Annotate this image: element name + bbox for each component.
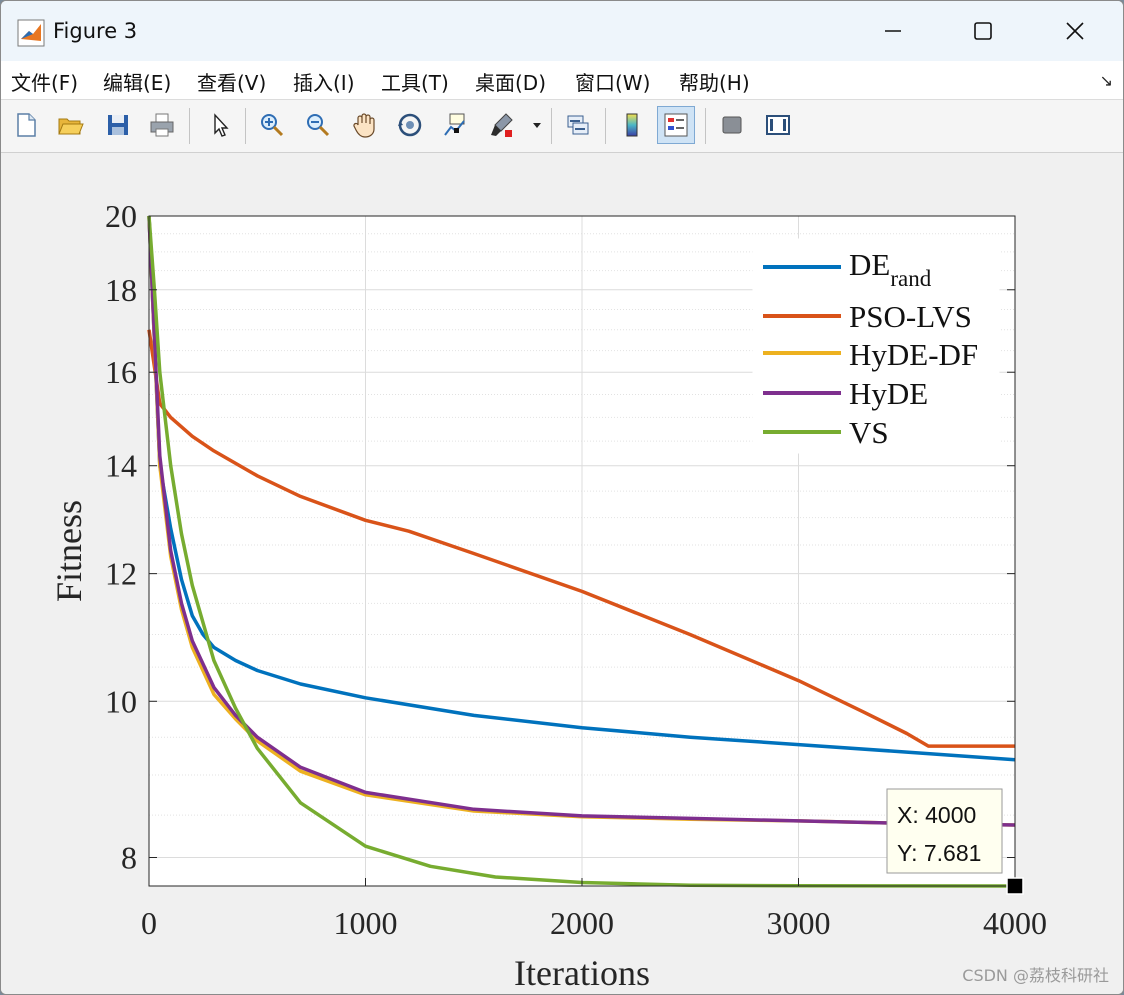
show-plot-tools-button[interactable]	[759, 106, 797, 144]
colorbar-button[interactable]	[613, 106, 651, 144]
menu-window[interactable]: 窗口(W)	[575, 71, 651, 95]
series-line-hyde	[147, 215, 1016, 827]
toolbar-separator	[605, 108, 606, 144]
data-cursor-button[interactable]	[437, 106, 475, 144]
fitness-chart[interactable]: 8 10 12 14 16 18 20 0 1000 2000 3000 4000 Iteration…	[1, 153, 1123, 995]
show-plot-tools-icon	[766, 115, 790, 135]
series-line-de	[147, 215, 1016, 762]
figure-canvas[interactable]: 8 10 12 14 16 18 20 0 1000 2000 3000 4000 Iteration…	[1, 153, 1123, 994]
save-button[interactable]	[99, 106, 137, 144]
dock-arrow-icon[interactable]: ↘	[1099, 73, 1113, 90]
y-tick-label: 20	[105, 198, 137, 234]
menu-file[interactable]: 文件(F)	[11, 71, 79, 95]
y-tick-label: 18	[105, 272, 137, 308]
legend-label-pso-lvs: PSO-LVS	[849, 299, 972, 334]
datatip-y: Y: 7.681	[897, 840, 981, 866]
close-icon	[1066, 22, 1084, 40]
menu-tools[interactable]: 工具(T)	[381, 71, 449, 95]
legend[interactable]: DErand PSO-LVS HyDE-DF HyDE VS	[752, 238, 1000, 454]
zoom-in-button[interactable]	[253, 106, 291, 144]
rotate-3d-icon	[398, 113, 422, 137]
x-tick-label: 3000	[767, 905, 831, 941]
print-icon	[150, 113, 174, 137]
hide-plot-tools-icon	[722, 116, 742, 134]
datatip[interactable]: X: 4000 Y: 7.681	[886, 788, 1024, 895]
series-line-vs	[147, 215, 1016, 888]
menu-insert[interactable]: 插入(I)	[293, 71, 355, 95]
pan-button[interactable]	[345, 106, 383, 144]
maximize-icon	[974, 22, 992, 40]
pointer-button[interactable]	[201, 106, 239, 144]
pan-hand-icon	[353, 113, 375, 138]
chevron-down-icon	[533, 123, 541, 128]
new-figure-icon	[17, 113, 36, 137]
x-tick-label: 2000	[550, 905, 614, 941]
grid-lines	[148, 215, 1016, 886]
matlab-logo-icon	[17, 19, 45, 47]
legend-box	[752, 238, 1000, 454]
minimize-button[interactable]	[847, 1, 939, 61]
x-tick-label: 1000	[334, 905, 398, 941]
legend-label-de-rand: DErand	[849, 247, 932, 291]
rotate-3d-button[interactable]	[391, 106, 429, 144]
brush-icon	[491, 113, 513, 137]
menu-desktop[interactable]: 桌面(D)	[475, 71, 547, 95]
new-figure-button[interactable]	[7, 106, 45, 144]
menu-bar: 文件(F) 编辑(E) 查看(V) 插入(I) 工具(T) 桌面(D) 窗口(W…	[1, 61, 1123, 100]
legend-label-hyde: HyDE	[849, 376, 928, 411]
legend-label-vs: VS	[849, 415, 889, 450]
window-title: Figure 3	[53, 19, 138, 43]
brush-button[interactable]	[483, 106, 521, 144]
legend-label-de: DE	[849, 247, 890, 282]
toolbar-separator	[705, 108, 706, 144]
toolbar-separator	[189, 108, 190, 144]
legend-icon	[664, 113, 688, 137]
series-lines	[147, 215, 1016, 888]
datatip-marker[interactable]	[1006, 877, 1024, 895]
legend-label-rand-subscript: rand	[890, 266, 931, 291]
open-file-button[interactable]	[51, 106, 89, 144]
data-cursor-icon	[444, 113, 465, 136]
menu-view[interactable]: 查看(V)	[197, 71, 267, 95]
close-button[interactable]	[1029, 1, 1121, 61]
print-button[interactable]	[143, 106, 181, 144]
open-file-icon	[58, 118, 84, 135]
legend-button[interactable]	[657, 106, 695, 144]
hide-plot-tools-button[interactable]	[713, 106, 751, 144]
pointer-icon	[214, 113, 229, 137]
menu-edit[interactable]: 编辑(E)	[103, 71, 172, 95]
toolbar-separator	[245, 108, 246, 144]
zoom-out-button[interactable]	[299, 106, 337, 144]
x-axis-label: Iterations	[514, 953, 650, 993]
minimize-icon	[885, 30, 901, 32]
series-line-pso-lvs	[147, 329, 1015, 748]
y-tick-label: 12	[105, 556, 137, 592]
datatip-x: X: 4000	[897, 802, 976, 828]
colorbar-icon	[626, 113, 638, 137]
menu-help[interactable]: 帮助(H)	[679, 71, 750, 95]
save-icon	[108, 115, 128, 135]
link-plot-icon	[567, 115, 589, 135]
maximize-button[interactable]	[937, 1, 1029, 61]
y-axis-label: Fitness	[49, 500, 89, 602]
zoom-out-icon	[307, 114, 330, 137]
y-tick-label: 8	[121, 840, 137, 876]
axis-ticks: 8 10 12 14 16 18 20 0 1000 2000 3000 4000	[105, 198, 1047, 941]
x-tick-label: 4000	[983, 905, 1047, 941]
legend-label-hyde-df: HyDE-DF	[849, 337, 978, 372]
x-tick-label: 0	[141, 905, 157, 941]
y-tick-label: 10	[105, 683, 137, 719]
y-tick-label: 16	[105, 354, 137, 390]
y-tick-label: 14	[105, 448, 137, 484]
figure-toolbar	[1, 100, 1123, 153]
watermark: CSDN @荔枝科研社	[962, 966, 1109, 985]
toolbar-separator	[551, 108, 552, 144]
link-plot-button[interactable]	[559, 106, 597, 144]
title-bar[interactable]: Figure 3	[1, 1, 1123, 61]
brush-dropdown-button[interactable]	[527, 106, 547, 144]
zoom-in-icon	[261, 114, 284, 137]
datatip-box	[886, 788, 1003, 874]
